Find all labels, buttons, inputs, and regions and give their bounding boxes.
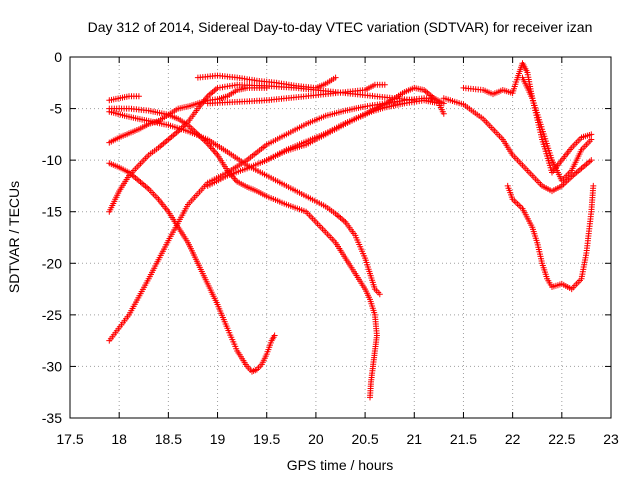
x-tick-label: 20: [308, 431, 324, 447]
x-tick-label: 18.5: [155, 431, 182, 447]
x-tick-label: 17.5: [56, 431, 83, 447]
y-tick-label: -35: [42, 410, 62, 426]
arc-7-marker: [376, 291, 383, 298]
y-tick-label: -30: [42, 358, 62, 374]
y-tick-label: -15: [42, 204, 62, 220]
x-tick-label: 19.5: [253, 431, 280, 447]
arc-14-marker: [588, 131, 595, 138]
x-axis-label: GPS time / hours: [287, 457, 394, 473]
arc-11-marker: [440, 110, 447, 117]
arc-5-marker: [332, 74, 339, 81]
data-marks: [106, 60, 597, 401]
y-axis-label: SDTVAR / TECUs: [6, 181, 22, 293]
x-tick-label: 22: [505, 431, 521, 447]
x-tick-label: 19: [210, 431, 226, 447]
y-tick-label: 0: [54, 49, 62, 65]
plot-frame: [69, 56, 612, 419]
arc-6-marker: [367, 394, 373, 401]
arc-12-marker: [588, 136, 595, 143]
axis-ticks: 17.5 18 18.5 19 19.5 20 20.5 21 21.5 22 22.5 23 0 -5 -…: [42, 49, 619, 447]
y-tick-label: -25: [42, 307, 62, 323]
y-tick-label: -5: [50, 101, 63, 117]
y-tick-label: -20: [42, 255, 62, 271]
x-tick-label: 20.5: [351, 431, 378, 447]
arc-9-marker: [381, 81, 388, 88]
arc-4-marker: [135, 93, 142, 100]
arc-13-marker: [588, 157, 595, 164]
arc-15-marker: [590, 182, 597, 189]
y-tick-label: -10: [42, 152, 62, 168]
x-tick-label: 23: [603, 431, 619, 447]
x-tick-label: 22.5: [548, 431, 575, 447]
chart-title: Day 312 of 2014, Sidereal Day-to-day VTE…: [88, 19, 593, 35]
x-tick-label: 21: [406, 431, 422, 447]
arc-8-marker: [271, 332, 278, 339]
arc-3-marker: [263, 84, 270, 91]
x-tick-label: 18: [111, 431, 127, 447]
x-tick-label: 21.5: [450, 431, 477, 447]
